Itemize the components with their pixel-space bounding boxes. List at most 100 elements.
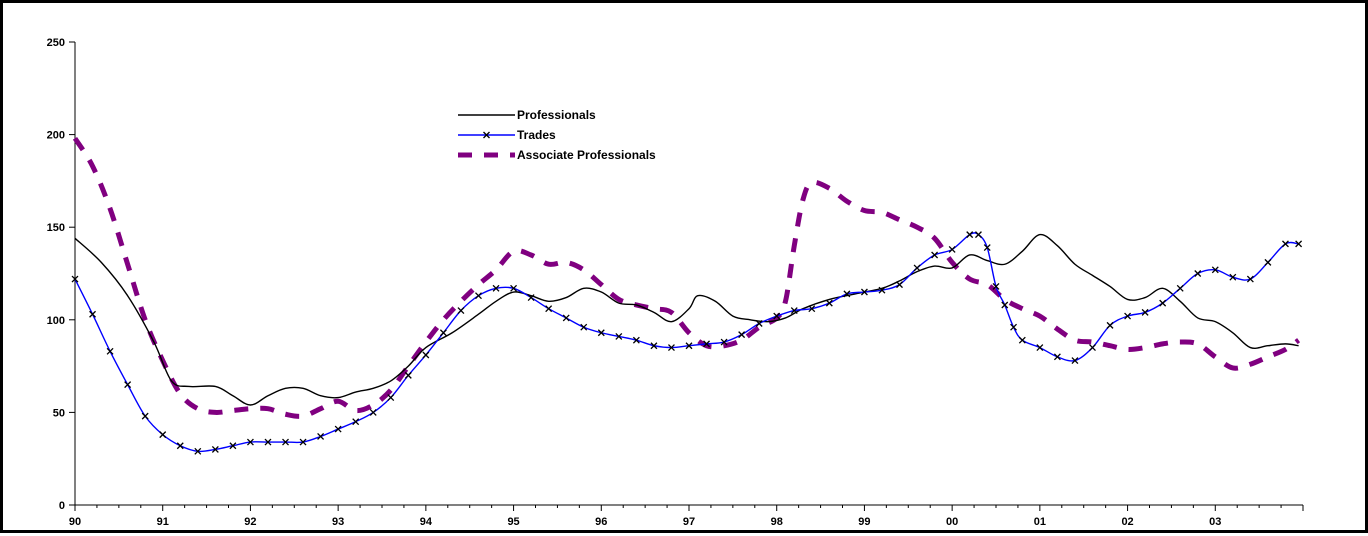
data-point [913,264,921,272]
data-point [720,338,728,346]
data-point [703,340,711,348]
data-point [1211,266,1219,274]
legend-item-professionals: Professionals [458,108,596,122]
data-point [562,314,570,322]
data-point [1176,284,1184,292]
x-tick-label: 02 [1121,516,1133,528]
data-point [597,329,605,337]
legend-item-trades: Trades [458,128,556,142]
data-point [106,347,114,355]
x-tick-label: 96 [595,516,607,528]
y-tick-label: 150 [47,222,65,234]
data-point [404,371,412,379]
data-point [650,342,658,350]
x-tick-label: 98 [771,516,783,528]
data-point [667,344,675,352]
data-point [317,433,325,440]
data-point [966,231,974,239]
data-point [545,305,553,313]
data-point [1071,357,1079,365]
data-point [1001,301,1009,309]
x-tick-label: 01 [1034,516,1046,528]
x-tick-label: 95 [507,516,519,528]
data-point [457,307,465,314]
x-tick-label: 94 [420,516,433,528]
chart-axes: 0 50 100 150 200 250 90 91 92 93 94 95 96 97 98 99 00 01 0… [47,37,1304,528]
data-point [1106,321,1114,329]
data-point [1089,344,1096,352]
data-point [983,244,991,252]
data-point [1053,353,1061,361]
y-tick-label: 100 [47,315,65,327]
data-point [71,275,79,283]
data-point [352,418,360,426]
data-point [1229,273,1237,281]
y-tick-label: 200 [47,130,65,142]
data-point [580,323,588,331]
chart-legend: Professionals Trades Associate Professiona… [458,108,656,162]
data-point [439,329,447,337]
data-point [825,299,833,307]
data-point [948,245,956,253]
x-tick-label: 97 [683,516,695,528]
data-point [773,312,781,320]
y-tick-label: 0 [59,500,65,512]
data-point [1246,275,1254,283]
legend-item-associate-professionals: Associate Professionals [458,148,656,162]
x-tick-label: 00 [946,516,958,528]
data-point [194,447,202,455]
data-point [124,381,132,389]
data-point [1159,299,1167,307]
data-point [369,408,377,416]
data-point [896,281,903,289]
data-point [1281,240,1289,248]
data-point [176,442,184,450]
y-tick-label: 250 [47,37,65,49]
data-point [1124,312,1132,320]
y-tick-label: 50 [53,407,65,419]
data-point [1264,258,1272,266]
data-point [755,320,763,327]
x-tick-label: 92 [244,516,256,528]
data-point [229,442,237,450]
data-point [1036,344,1044,352]
data-point [992,283,1000,290]
series-line-trades [74,232,1299,453]
series-line-associate-professionals [72,136,1301,419]
data-point [931,251,939,259]
data-point [1141,308,1149,316]
data-point [282,438,289,446]
data-point [1010,323,1018,331]
data-point [492,284,500,292]
data-point [685,342,693,350]
legend-marker [483,131,490,139]
series-professionals [74,233,1299,406]
chart-series [71,136,1303,455]
data-point [246,438,254,446]
data-point [89,310,97,318]
x-tick-label: 99 [858,516,870,528]
data-point [615,333,623,340]
data-point [299,438,307,446]
data-point [808,305,816,313]
x-tick-label: 90 [69,516,81,528]
data-point [211,445,219,453]
data-point [264,438,272,446]
legend-label: Professionals [517,108,596,122]
data-point [510,284,518,292]
data-point [334,425,342,433]
data-point [527,294,535,302]
legend-label: Trades [517,128,556,142]
data-point [422,351,430,359]
legend-label: Associate Professionals [517,148,656,162]
data-point [141,412,149,420]
data-point [632,336,640,344]
x-tick-label: 03 [1209,516,1221,528]
data-point [1295,240,1303,248]
data-point [860,288,868,296]
data-point [1194,270,1202,277]
data-point [387,394,395,402]
data-point [974,231,982,239]
line-chart: 0 50 100 150 200 250 90 91 92 93 94 95 96 97 98 99 00 01 0… [47,37,1304,528]
